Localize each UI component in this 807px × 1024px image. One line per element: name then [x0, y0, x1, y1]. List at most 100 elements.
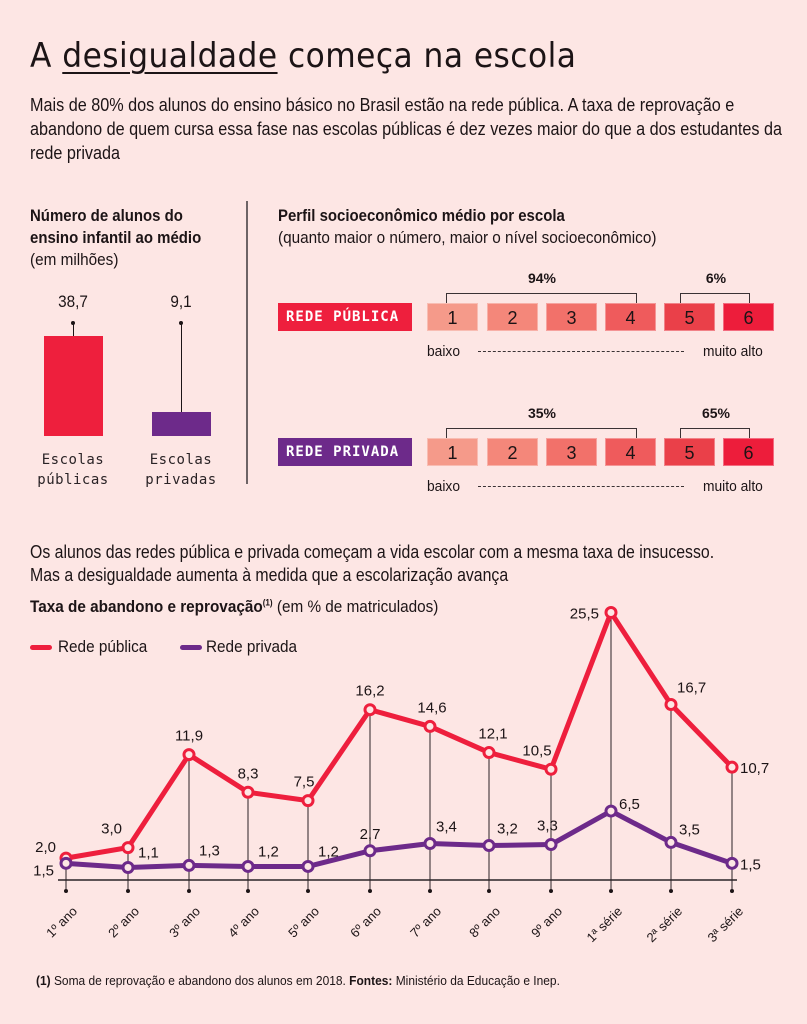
pct-low-levels: 35%	[527, 405, 557, 421]
bar-category-label: Escolas privadas	[136, 450, 226, 490]
value-leader-line	[72, 323, 74, 336]
level-box: 1	[427, 303, 478, 331]
pct-high-levels: 6%	[705, 270, 727, 286]
x-tick-label: 5º ano	[285, 904, 322, 941]
category-line2: públicas	[37, 472, 109, 488]
tick-dot	[126, 889, 130, 893]
data-label: 25,5	[570, 606, 599, 623]
point-private	[604, 804, 618, 818]
data-label: 10,5	[522, 742, 551, 759]
point-private	[59, 856, 73, 870]
point-private	[423, 836, 437, 850]
tick-dot	[246, 889, 250, 893]
legend-swatch-public	[30, 644, 52, 650]
level-box: 5	[664, 303, 715, 331]
x-tick-label: 2º ano	[105, 904, 142, 941]
value-leader-line	[180, 323, 182, 413]
profile-subtitle: (quanto maior o número, maior o nível so…	[278, 228, 657, 247]
tick-dot	[187, 889, 191, 893]
data-label: 3,3	[537, 818, 558, 835]
data-label: 16,7	[677, 679, 706, 696]
value-dot	[179, 321, 183, 325]
data-label: 1,5	[33, 862, 54, 879]
bar-category-label: Escolas públicas	[28, 450, 118, 490]
data-label: 1,2	[258, 843, 279, 860]
point-public	[604, 606, 618, 620]
scale-arrow	[478, 351, 684, 352]
data-label: 1,5	[740, 856, 761, 873]
student-bar	[152, 412, 211, 436]
network-badge: REDE PÚBLICA	[278, 303, 412, 331]
point-private	[121, 861, 135, 875]
pct-high-levels: 65%	[701, 405, 731, 421]
rates-title-bold: Taxa de abandono e reprovação	[30, 597, 263, 616]
x-tick-label: 1ª série	[584, 904, 626, 946]
profile-title: Perfil socioeconômico médio por escola	[278, 206, 565, 225]
tick-dot	[428, 889, 432, 893]
legend-label-private: Rede privada	[206, 637, 298, 656]
scale-low-label: baixo	[427, 478, 460, 495]
pct-low-levels: 94%	[527, 270, 557, 286]
rates-title: Taxa de abandono e reprovação(1) (em % d…	[30, 597, 438, 617]
point-public	[544, 762, 558, 776]
category-line2: privadas	[145, 472, 217, 488]
scale-high-label: muito alto	[703, 478, 763, 495]
footer-note: (1) Soma de reprovação e abandono dos al…	[36, 973, 560, 988]
rates-intro: Os alunos das redes pública e privada co…	[30, 541, 714, 587]
x-tick-label: 2ª série	[644, 904, 686, 946]
tick-dot	[64, 889, 68, 893]
point-private	[241, 859, 255, 873]
point-private	[301, 859, 315, 873]
data-label: 6,5	[619, 796, 640, 813]
scale-high-label: muito alto	[703, 343, 763, 360]
point-public	[301, 794, 315, 808]
point-private	[182, 858, 196, 872]
bracket-low-levels	[446, 293, 637, 303]
data-label: 2,7	[360, 826, 381, 843]
title-text-end: começa na escola	[277, 36, 577, 76]
category-line1: Escolas	[41, 452, 105, 468]
scale-arrow	[478, 486, 684, 487]
x-tick-label: 7º ano	[407, 904, 444, 941]
data-label: 1,1	[138, 845, 159, 862]
tick-dot	[669, 889, 673, 893]
footer-sources-label: Fontes:	[349, 973, 393, 988]
point-public	[121, 841, 135, 855]
level-box: 2	[487, 303, 538, 331]
level-box: 6	[723, 303, 774, 331]
point-public	[241, 785, 255, 799]
level-box: 6	[723, 438, 774, 466]
level-box: 3	[546, 438, 597, 466]
point-private	[482, 839, 496, 853]
x-tick-label: 1º ano	[43, 904, 80, 941]
x-tick-label: 6º ano	[347, 904, 384, 941]
students-title-line1: Número de alunos do	[30, 206, 183, 225]
bar-value-label: 9,1	[170, 292, 192, 311]
level-box: 4	[605, 438, 656, 466]
tick-dot	[368, 889, 372, 893]
point-public	[482, 746, 496, 760]
footer-note-text: Soma de reprovação e abandono dos alunos…	[50, 973, 350, 988]
intro-paragraph: Mais de 80% dos alunos do ensino básico …	[30, 95, 782, 163]
data-label: 3,4	[436, 818, 457, 835]
student-bar	[44, 336, 103, 436]
level-box: 1	[427, 438, 478, 466]
x-tick-label: 3º ano	[166, 904, 203, 941]
legend: Rede pública Rede privada	[30, 637, 307, 657]
students-title-line2: ensino infantil ao médio	[30, 228, 202, 247]
data-label: 14,6	[417, 699, 446, 716]
bracket-high-levels	[680, 428, 750, 438]
level-box: 3	[546, 303, 597, 331]
scale-low-label: baixo	[427, 343, 460, 360]
rates-intro-line2: Mas a desigualdade aumenta à medida que …	[30, 565, 509, 585]
rates-title-unit: (em % de matriculados)	[272, 597, 439, 616]
point-private	[725, 856, 739, 870]
footer-sources: Ministério da Educação e Inep.	[392, 973, 560, 988]
data-label: 10,7	[740, 760, 769, 777]
tick-dot	[487, 889, 491, 893]
x-tick-label: 4º ano	[225, 904, 262, 941]
x-tick-label: 3ª série	[705, 904, 747, 946]
point-public	[664, 697, 678, 711]
data-label: 1,3	[199, 842, 220, 859]
